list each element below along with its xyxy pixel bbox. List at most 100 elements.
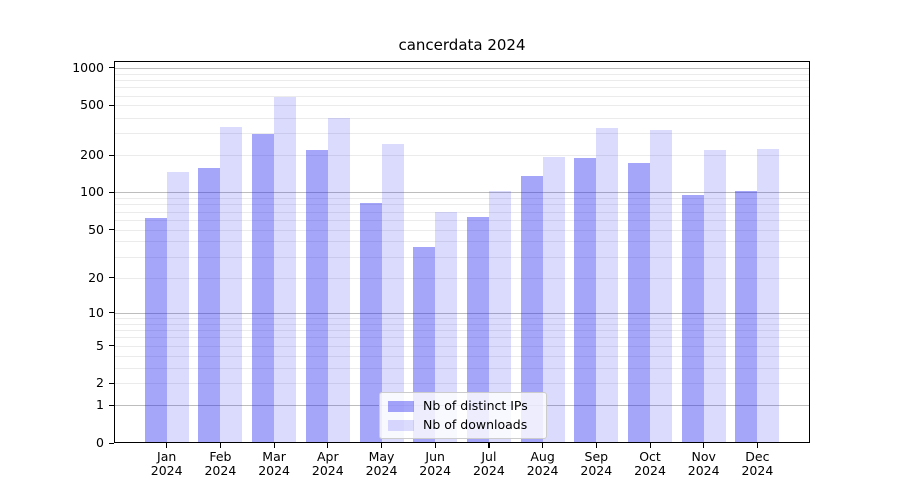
legend-swatch-distinct-ips xyxy=(388,400,414,412)
bar-downloads-mar xyxy=(274,96,297,443)
bar-downloads-dec xyxy=(757,149,780,443)
bar-distinct-ips-may xyxy=(359,203,382,443)
minor-gridline xyxy=(114,79,810,81)
y-tick-label: 50 xyxy=(88,221,104,237)
x-tick-mark xyxy=(542,443,544,448)
y-tick-label: 200 xyxy=(80,147,104,162)
minor-gridline xyxy=(114,241,810,243)
y-tick-label: 1000 xyxy=(72,59,104,75)
y-tick-label: 500 xyxy=(80,97,104,113)
x-tick-mark xyxy=(649,443,651,448)
y-tick-label: 100 xyxy=(80,184,104,200)
x-tick-mark xyxy=(434,443,436,448)
x-tick-label-year: 2024 xyxy=(204,463,237,478)
minor-gridline xyxy=(114,383,810,385)
y-tick-mark xyxy=(109,229,114,231)
minor-gridline xyxy=(114,367,810,369)
bar-distinct-ips-jul xyxy=(466,217,489,443)
major-gridline xyxy=(114,192,810,194)
minor-gridline xyxy=(114,219,810,221)
x-tick-mark xyxy=(756,443,759,448)
x-tick-label-month: Nov xyxy=(691,449,716,464)
x-tick-label-year: 2024 xyxy=(258,463,290,478)
x-tick-label-month: Jul xyxy=(481,449,497,464)
x-tick-label-year: 2024 xyxy=(365,463,398,478)
minor-gridline xyxy=(114,73,810,75)
legend-swatch-downloads xyxy=(388,419,414,431)
bar-downloads-may xyxy=(381,144,404,443)
bar-distinct-ips-apr xyxy=(305,149,328,443)
legend: Nb of distinct IPs Nb of downloads xyxy=(379,392,547,439)
minor-gridline xyxy=(114,256,810,258)
x-tick-label-month: Aug xyxy=(530,449,555,464)
minor-gridline xyxy=(114,105,810,107)
minor-gridline xyxy=(114,355,810,357)
y-tick-label: 5 xyxy=(96,337,104,353)
x-tick-mark xyxy=(381,443,383,448)
bar-distinct-ips-oct xyxy=(628,162,650,443)
y-tick-mark xyxy=(109,67,114,69)
minor-gridline xyxy=(114,277,810,279)
bar-distinct-ips-dec xyxy=(735,190,758,443)
y-tick-label: 10 xyxy=(88,304,104,320)
x-tick-label-month: Oct xyxy=(639,449,661,464)
x-tick-label-month: Apr xyxy=(316,449,339,464)
x-tick-label-month: Feb xyxy=(209,449,232,464)
bar-downloads-nov xyxy=(703,149,726,443)
chart-title: cancerdata 2024 xyxy=(398,36,526,54)
y-tick-mark xyxy=(109,191,114,193)
minor-gridline xyxy=(114,155,810,156)
x-tick-label-year: 2024 xyxy=(311,463,344,478)
x-tick-label-month: May xyxy=(368,449,395,464)
legend-row-distinct-ips: Nb of distinct IPs xyxy=(388,399,538,413)
bar-downloads-jan xyxy=(166,171,189,443)
bar-distinct-ips-aug xyxy=(520,175,543,443)
minor-gridline xyxy=(114,198,810,199)
bar-downloads-sep xyxy=(596,127,619,443)
bar-distinct-ips-sep xyxy=(574,157,597,443)
x-tick-mark xyxy=(488,443,490,448)
bar-downloads-aug xyxy=(542,157,565,443)
y-tick-mark xyxy=(109,277,114,279)
x-tick-label-year: 2024 xyxy=(526,463,559,478)
x-tick-label-month: Sep xyxy=(584,449,609,464)
minor-gridline xyxy=(114,229,810,231)
minor-gridline xyxy=(114,95,810,97)
minor-gridline xyxy=(114,204,810,206)
bar-downloads-jun xyxy=(435,211,458,443)
minor-gridline xyxy=(114,337,810,339)
bar-distinct-ips-feb xyxy=(198,167,221,443)
x-tick-mark xyxy=(166,443,168,448)
y-tick-mark xyxy=(109,382,114,384)
minor-gridline xyxy=(114,117,810,119)
x-tick-label-month: Mar xyxy=(262,449,286,464)
x-tick-label-year: 2024 xyxy=(634,463,666,478)
x-tick-label-year: 2024 xyxy=(472,463,505,478)
y-tick-mark xyxy=(109,404,114,407)
major-gridline xyxy=(114,67,810,69)
bar-downloads-feb xyxy=(220,127,243,443)
minor-gridline xyxy=(114,87,810,89)
minor-gridline xyxy=(114,323,810,325)
legend-label-distinct-ips: Nb of distinct IPs xyxy=(423,398,528,413)
plot-area xyxy=(114,61,810,443)
minor-gridline xyxy=(114,330,810,332)
bar-distinct-ips-mar xyxy=(252,133,275,443)
y-tick-label: 2 xyxy=(96,375,104,391)
minor-gridline xyxy=(114,345,810,347)
x-tick-label-year: 2024 xyxy=(150,463,183,478)
x-tick-mark xyxy=(219,443,222,448)
y-tick-label: 1 xyxy=(96,397,104,413)
y-tick-mark xyxy=(109,104,114,107)
x-tick-label-month: Jun xyxy=(425,449,445,464)
bar-distinct-ips-jan xyxy=(144,218,167,443)
bar-downloads-jul xyxy=(488,191,511,443)
y-tick-label: 20 xyxy=(88,269,104,285)
minor-gridline xyxy=(114,133,810,134)
minor-gridline xyxy=(114,211,810,213)
x-tick-mark xyxy=(327,443,329,448)
x-tick-label-year: 2024 xyxy=(419,463,452,478)
bar-downloads-apr xyxy=(327,117,350,443)
legend-label-downloads: Nb of downloads xyxy=(423,417,528,432)
